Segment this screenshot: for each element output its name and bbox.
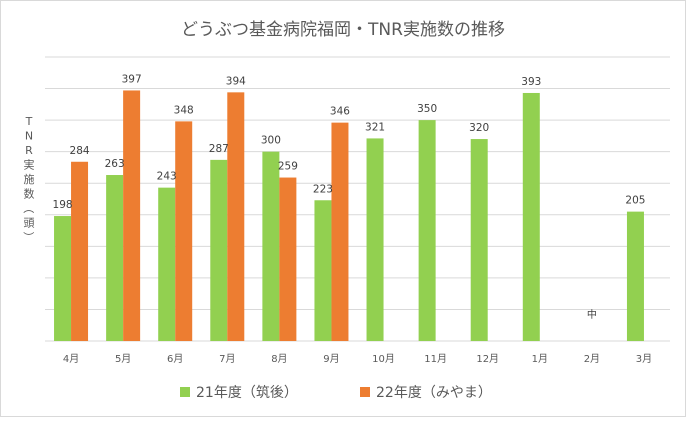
bar [331,122,349,341]
y-axis-label-char: （ [22,203,35,214]
bar [418,120,436,341]
bar [626,211,644,341]
x-tick-label: 10月 [372,353,395,365]
legend-label: 22年度（みやま） [376,385,492,401]
data-label: 287 [209,143,229,155]
legend: 21年度（筑後） 22年度（みやま） [180,385,492,401]
x-tick-label: 6月 [167,353,183,365]
x-tick-label: 9月 [323,353,339,365]
y-axis-label-char: 数 [24,188,35,201]
x-tick-label: 4月 [63,353,79,365]
x-tick-label: 1月 [532,353,548,365]
y-axis-label: TNR実施数 （ 頭 ） [22,115,35,243]
y-axis-label-char: 施 [24,173,35,186]
annotation-label: 中 [587,308,597,321]
bar [106,175,124,341]
bar [470,139,488,341]
data-label: 348 [174,104,194,116]
y-axis-label-char: 頭 [24,217,35,230]
bar [366,138,384,341]
data-label: 350 [417,103,437,115]
data-label: 300 [261,135,281,147]
data-label: 223 [313,183,333,195]
y-axis-label-char: R [25,144,33,157]
data-label: 263 [105,158,125,170]
bar [71,161,89,341]
y-axis-label-char: 実 [24,158,35,172]
bar [210,159,228,341]
x-tick-label: 5月 [115,353,131,365]
legend-swatch [180,387,190,397]
data-label: 243 [157,171,177,183]
legend-label: 21年度（筑後） [196,385,298,401]
y-axis-label-char: ） [22,232,35,243]
data-label: 394 [226,75,246,87]
bar [54,216,72,341]
x-tick-label: 8月 [271,353,287,365]
bar [522,92,540,342]
y-axis-label-char: T [25,115,33,128]
x-tick-labels: 4月 5月 6月 7月 8月 9月 10月 11月 12月 1月 2月 3月 [63,353,652,365]
data-label: 284 [70,145,90,157]
bar [175,121,193,341]
x-tick-label: 3月 [636,353,652,365]
gridlines [45,56,670,342]
bar [279,177,297,341]
bars [54,90,644,342]
bar [227,92,245,341]
x-tick-label: 12月 [476,353,499,365]
bar [314,200,332,341]
legend-swatch [360,387,370,397]
bar [262,151,280,341]
data-label: 259 [278,161,298,173]
data-label: 346 [330,106,350,118]
x-tick-label: 7月 [219,353,235,365]
data-label: 393 [521,76,541,88]
data-label: 397 [122,73,142,85]
data-label: 321 [365,121,385,133]
data-label: 198 [53,199,73,211]
bar [123,90,141,342]
data-label: 205 [625,195,645,207]
annotations: 中 [587,308,597,321]
chart-title: どうぶつ基金病院福岡・TNR実施数の推移 [181,20,505,40]
bar [158,187,176,341]
x-tick-label: 11月 [424,353,447,365]
data-label: 320 [469,122,489,134]
y-axis-label-char: N [25,130,33,143]
data-labels: 198 263 243 287 300 223 321 350 320 393 205 284 397 3… [53,73,646,211]
x-tick-label: 2月 [584,353,600,365]
